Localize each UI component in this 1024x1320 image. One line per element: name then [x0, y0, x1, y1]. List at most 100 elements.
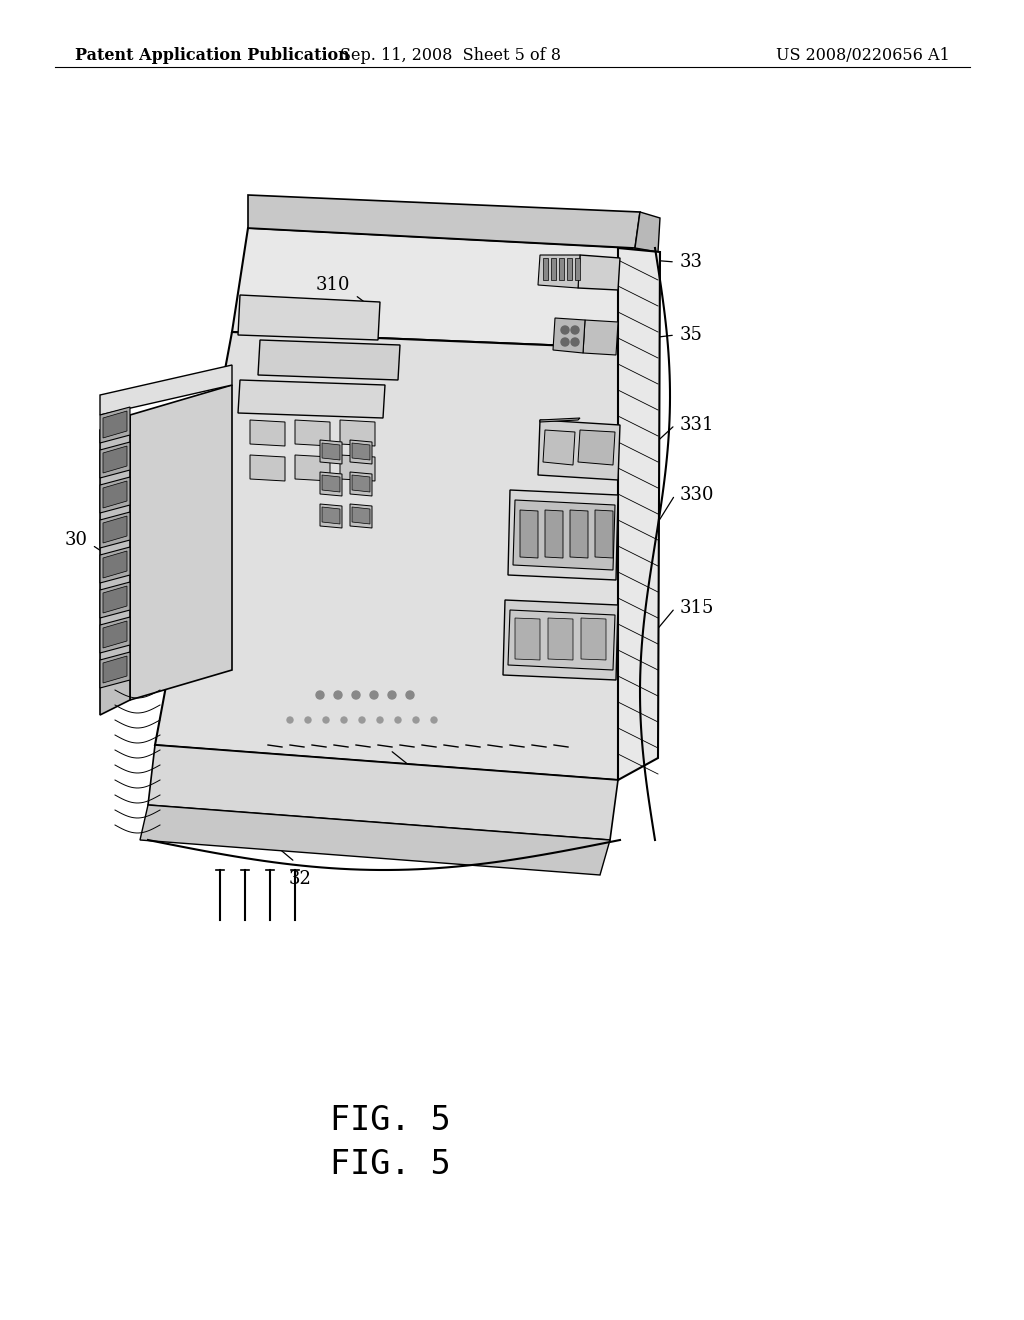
- Polygon shape: [352, 475, 370, 492]
- Text: 310: 310: [315, 276, 350, 294]
- Circle shape: [334, 690, 342, 700]
- Text: 331: 331: [680, 416, 715, 434]
- Polygon shape: [295, 455, 330, 480]
- Polygon shape: [100, 442, 130, 478]
- Polygon shape: [340, 420, 375, 446]
- Circle shape: [341, 717, 347, 723]
- Polygon shape: [508, 490, 618, 579]
- Text: 31: 31: [436, 788, 460, 807]
- Circle shape: [316, 690, 324, 700]
- Polygon shape: [140, 805, 610, 875]
- Polygon shape: [103, 620, 127, 648]
- Circle shape: [359, 717, 365, 723]
- Text: FIG. 5: FIG. 5: [330, 1104, 451, 1137]
- Circle shape: [571, 326, 579, 334]
- Polygon shape: [635, 213, 660, 252]
- Text: 33: 33: [680, 253, 703, 271]
- Circle shape: [323, 717, 329, 723]
- Polygon shape: [618, 248, 660, 780]
- Polygon shape: [350, 473, 372, 496]
- Polygon shape: [581, 618, 606, 660]
- Polygon shape: [319, 504, 342, 528]
- Polygon shape: [322, 444, 340, 459]
- Polygon shape: [100, 582, 130, 618]
- Polygon shape: [322, 507, 340, 524]
- Polygon shape: [103, 586, 127, 612]
- Polygon shape: [340, 455, 375, 480]
- Circle shape: [395, 717, 401, 723]
- Polygon shape: [350, 440, 372, 465]
- Polygon shape: [540, 418, 580, 422]
- Polygon shape: [513, 500, 615, 570]
- Polygon shape: [515, 618, 540, 660]
- Text: Sep. 11, 2008  Sheet 5 of 8: Sep. 11, 2008 Sheet 5 of 8: [340, 46, 560, 63]
- Circle shape: [388, 690, 396, 700]
- Polygon shape: [250, 455, 285, 480]
- Polygon shape: [503, 601, 618, 680]
- Polygon shape: [238, 294, 380, 341]
- Polygon shape: [100, 512, 130, 548]
- Polygon shape: [352, 444, 370, 459]
- Polygon shape: [543, 257, 548, 280]
- Circle shape: [561, 338, 569, 346]
- Circle shape: [406, 690, 414, 700]
- Polygon shape: [322, 475, 340, 492]
- Text: FIG. 5: FIG. 5: [330, 1148, 451, 1181]
- Text: Patent Application Publication: Patent Application Publication: [75, 46, 350, 63]
- Text: 32: 32: [289, 870, 311, 888]
- Polygon shape: [567, 257, 572, 280]
- Circle shape: [287, 717, 293, 723]
- Polygon shape: [103, 411, 127, 438]
- Circle shape: [370, 690, 378, 700]
- Polygon shape: [232, 228, 632, 348]
- Polygon shape: [100, 414, 130, 715]
- Text: 315: 315: [680, 599, 715, 616]
- Polygon shape: [595, 510, 613, 558]
- Circle shape: [413, 717, 419, 723]
- Polygon shape: [538, 255, 580, 288]
- Polygon shape: [570, 510, 588, 558]
- Polygon shape: [103, 446, 127, 473]
- Polygon shape: [548, 618, 573, 660]
- Polygon shape: [545, 510, 563, 558]
- Circle shape: [571, 338, 579, 346]
- Circle shape: [352, 690, 360, 700]
- Polygon shape: [583, 319, 618, 355]
- Polygon shape: [295, 420, 330, 446]
- Polygon shape: [100, 407, 130, 444]
- Polygon shape: [103, 480, 127, 508]
- Polygon shape: [103, 550, 127, 578]
- Polygon shape: [100, 546, 130, 583]
- Polygon shape: [538, 420, 620, 480]
- Polygon shape: [319, 440, 342, 465]
- Polygon shape: [103, 516, 127, 543]
- Polygon shape: [103, 656, 127, 682]
- Polygon shape: [578, 255, 620, 290]
- Text: 330: 330: [680, 486, 715, 504]
- Polygon shape: [155, 333, 620, 780]
- Polygon shape: [130, 385, 232, 700]
- Polygon shape: [559, 257, 564, 280]
- Circle shape: [377, 717, 383, 723]
- Polygon shape: [100, 616, 130, 653]
- Polygon shape: [578, 430, 615, 465]
- Text: 30: 30: [65, 531, 88, 549]
- Polygon shape: [100, 366, 232, 414]
- Polygon shape: [352, 507, 370, 524]
- Polygon shape: [543, 430, 575, 465]
- Text: 35: 35: [680, 326, 702, 345]
- Polygon shape: [258, 341, 400, 380]
- Polygon shape: [100, 477, 130, 513]
- Polygon shape: [148, 744, 618, 840]
- Circle shape: [305, 717, 311, 723]
- Polygon shape: [618, 248, 635, 780]
- Polygon shape: [250, 420, 285, 446]
- Polygon shape: [248, 195, 640, 248]
- Polygon shape: [100, 652, 130, 688]
- Circle shape: [561, 326, 569, 334]
- Polygon shape: [575, 257, 580, 280]
- Polygon shape: [520, 510, 538, 558]
- Polygon shape: [508, 610, 615, 671]
- Polygon shape: [350, 504, 372, 528]
- Polygon shape: [551, 257, 556, 280]
